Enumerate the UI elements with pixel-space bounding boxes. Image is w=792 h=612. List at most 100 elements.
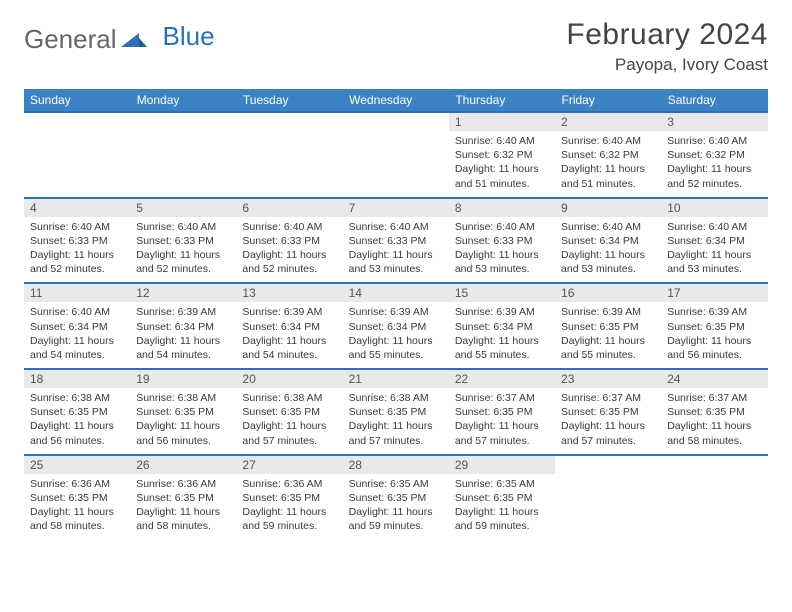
daylight-text: Daylight: 11 hours and 57 minutes.: [561, 419, 655, 447]
calendar-cell: 14Sunrise: 6:39 AMSunset: 6:34 PMDayligh…: [343, 283, 449, 369]
day-number: 22: [449, 370, 555, 388]
header: General Blue February 2024 Payopa, Ivory…: [24, 18, 768, 75]
day-number: 2: [555, 113, 661, 131]
calendar-cell: 23Sunrise: 6:37 AMSunset: 6:35 PMDayligh…: [555, 369, 661, 455]
daylight-text: Daylight: 11 hours and 53 minutes.: [455, 248, 549, 276]
calendar-table: Sunday Monday Tuesday Wednesday Thursday…: [24, 89, 768, 539]
calendar-cell: 20Sunrise: 6:38 AMSunset: 6:35 PMDayligh…: [236, 369, 342, 455]
sunset-text: Sunset: 6:34 PM: [455, 320, 549, 334]
sunrise-text: Sunrise: 6:38 AM: [242, 391, 336, 405]
day-number: 6: [236, 199, 342, 217]
calendar-week-row: 25Sunrise: 6:36 AMSunset: 6:35 PMDayligh…: [24, 455, 768, 540]
calendar-cell: 5Sunrise: 6:40 AMSunset: 6:33 PMDaylight…: [130, 198, 236, 284]
sunset-text: Sunset: 6:35 PM: [455, 491, 549, 505]
calendar-week-row: 4Sunrise: 6:40 AMSunset: 6:33 PMDaylight…: [24, 198, 768, 284]
sunset-text: Sunset: 6:34 PM: [242, 320, 336, 334]
day-body: Sunrise: 6:39 AMSunset: 6:35 PMDaylight:…: [661, 302, 767, 368]
day-number: 17: [661, 284, 767, 302]
calendar-cell: 24Sunrise: 6:37 AMSunset: 6:35 PMDayligh…: [661, 369, 767, 455]
daylight-text: Daylight: 11 hours and 59 minutes.: [455, 505, 549, 533]
calendar-cell: [130, 112, 236, 198]
day-body: Sunrise: 6:39 AMSunset: 6:34 PMDaylight:…: [449, 302, 555, 368]
day-body: Sunrise: 6:40 AMSunset: 6:33 PMDaylight:…: [24, 217, 130, 283]
sunrise-text: Sunrise: 6:40 AM: [349, 220, 443, 234]
daylight-text: Daylight: 11 hours and 54 minutes.: [136, 334, 230, 362]
day-body: Sunrise: 6:35 AMSunset: 6:35 PMDaylight:…: [449, 474, 555, 540]
calendar-cell: [661, 455, 767, 540]
sunset-text: Sunset: 6:35 PM: [136, 405, 230, 419]
daylight-text: Daylight: 11 hours and 56 minutes.: [30, 419, 124, 447]
day-body: Sunrise: 6:40 AMSunset: 6:34 PMDaylight:…: [555, 217, 661, 283]
daylight-text: Daylight: 11 hours and 53 minutes.: [667, 248, 761, 276]
day-body: Sunrise: 6:36 AMSunset: 6:35 PMDaylight:…: [130, 474, 236, 540]
sunrise-text: Sunrise: 6:40 AM: [30, 305, 124, 319]
daylight-text: Daylight: 11 hours and 56 minutes.: [667, 334, 761, 362]
sunrise-text: Sunrise: 6:39 AM: [667, 305, 761, 319]
day-number: 11: [24, 284, 130, 302]
sunset-text: Sunset: 6:35 PM: [455, 405, 549, 419]
sunrise-text: Sunrise: 6:39 AM: [561, 305, 655, 319]
sunrise-text: Sunrise: 6:40 AM: [667, 220, 761, 234]
sunset-text: Sunset: 6:35 PM: [349, 405, 443, 419]
day-number: 14: [343, 284, 449, 302]
day-body: Sunrise: 6:39 AMSunset: 6:35 PMDaylight:…: [555, 302, 661, 368]
day-body: Sunrise: 6:38 AMSunset: 6:35 PMDaylight:…: [343, 388, 449, 454]
sunrise-text: Sunrise: 6:39 AM: [242, 305, 336, 319]
daylight-text: Daylight: 11 hours and 55 minutes.: [561, 334, 655, 362]
calendar-cell: [24, 112, 130, 198]
day-body: Sunrise: 6:40 AMSunset: 6:32 PMDaylight:…: [555, 131, 661, 197]
calendar-cell: [555, 455, 661, 540]
day-number: [24, 113, 130, 117]
daylight-text: Daylight: 11 hours and 59 minutes.: [242, 505, 336, 533]
sunset-text: Sunset: 6:35 PM: [561, 320, 655, 334]
day-body: Sunrise: 6:39 AMSunset: 6:34 PMDaylight:…: [236, 302, 342, 368]
daylight-text: Daylight: 11 hours and 51 minutes.: [561, 162, 655, 190]
day-number: 20: [236, 370, 342, 388]
calendar-cell: [236, 112, 342, 198]
day-body: Sunrise: 6:40 AMSunset: 6:32 PMDaylight:…: [661, 131, 767, 197]
dh-wed: Wednesday: [343, 89, 449, 112]
day-number: 23: [555, 370, 661, 388]
sunset-text: Sunset: 6:35 PM: [667, 320, 761, 334]
day-number: 7: [343, 199, 449, 217]
calendar-cell: 3Sunrise: 6:40 AMSunset: 6:32 PMDaylight…: [661, 112, 767, 198]
month-title: February 2024: [566, 18, 768, 52]
calendar-cell: 8Sunrise: 6:40 AMSunset: 6:33 PMDaylight…: [449, 198, 555, 284]
day-body: Sunrise: 6:40 AMSunset: 6:33 PMDaylight:…: [236, 217, 342, 283]
daylight-text: Daylight: 11 hours and 54 minutes.: [30, 334, 124, 362]
dh-tue: Tuesday: [236, 89, 342, 112]
calendar-cell: 21Sunrise: 6:38 AMSunset: 6:35 PMDayligh…: [343, 369, 449, 455]
calendar-cell: 6Sunrise: 6:40 AMSunset: 6:33 PMDaylight…: [236, 198, 342, 284]
calendar-week-row: 18Sunrise: 6:38 AMSunset: 6:35 PMDayligh…: [24, 369, 768, 455]
sunset-text: Sunset: 6:33 PM: [455, 234, 549, 248]
sunrise-text: Sunrise: 6:40 AM: [455, 220, 549, 234]
daylight-text: Daylight: 11 hours and 57 minutes.: [455, 419, 549, 447]
calendar-cell: 17Sunrise: 6:39 AMSunset: 6:35 PMDayligh…: [661, 283, 767, 369]
brand-part1: General: [24, 24, 117, 55]
calendar-cell: 13Sunrise: 6:39 AMSunset: 6:34 PMDayligh…: [236, 283, 342, 369]
sunrise-text: Sunrise: 6:40 AM: [561, 134, 655, 148]
day-body: Sunrise: 6:40 AMSunset: 6:34 PMDaylight:…: [661, 217, 767, 283]
sunset-text: Sunset: 6:33 PM: [30, 234, 124, 248]
day-number: 24: [661, 370, 767, 388]
calendar-cell: 15Sunrise: 6:39 AMSunset: 6:34 PMDayligh…: [449, 283, 555, 369]
sunrise-text: Sunrise: 6:36 AM: [242, 477, 336, 491]
calendar-cell: 18Sunrise: 6:38 AMSunset: 6:35 PMDayligh…: [24, 369, 130, 455]
brand-logo: General Blue: [24, 24, 215, 55]
daylight-text: Daylight: 11 hours and 52 minutes.: [136, 248, 230, 276]
day-number: [661, 456, 767, 460]
day-number: [343, 113, 449, 117]
day-body: Sunrise: 6:40 AMSunset: 6:34 PMDaylight:…: [24, 302, 130, 368]
calendar-cell: 9Sunrise: 6:40 AMSunset: 6:34 PMDaylight…: [555, 198, 661, 284]
daylight-text: Daylight: 11 hours and 57 minutes.: [242, 419, 336, 447]
calendar-cell: 10Sunrise: 6:40 AMSunset: 6:34 PMDayligh…: [661, 198, 767, 284]
dh-mon: Monday: [130, 89, 236, 112]
sunset-text: Sunset: 6:35 PM: [136, 491, 230, 505]
day-number: 27: [236, 456, 342, 474]
sunrise-text: Sunrise: 6:35 AM: [349, 477, 443, 491]
sunrise-text: Sunrise: 6:39 AM: [136, 305, 230, 319]
calendar-cell: 4Sunrise: 6:40 AMSunset: 6:33 PMDaylight…: [24, 198, 130, 284]
sunset-text: Sunset: 6:33 PM: [242, 234, 336, 248]
calendar-cell: [343, 112, 449, 198]
sunset-text: Sunset: 6:33 PM: [349, 234, 443, 248]
